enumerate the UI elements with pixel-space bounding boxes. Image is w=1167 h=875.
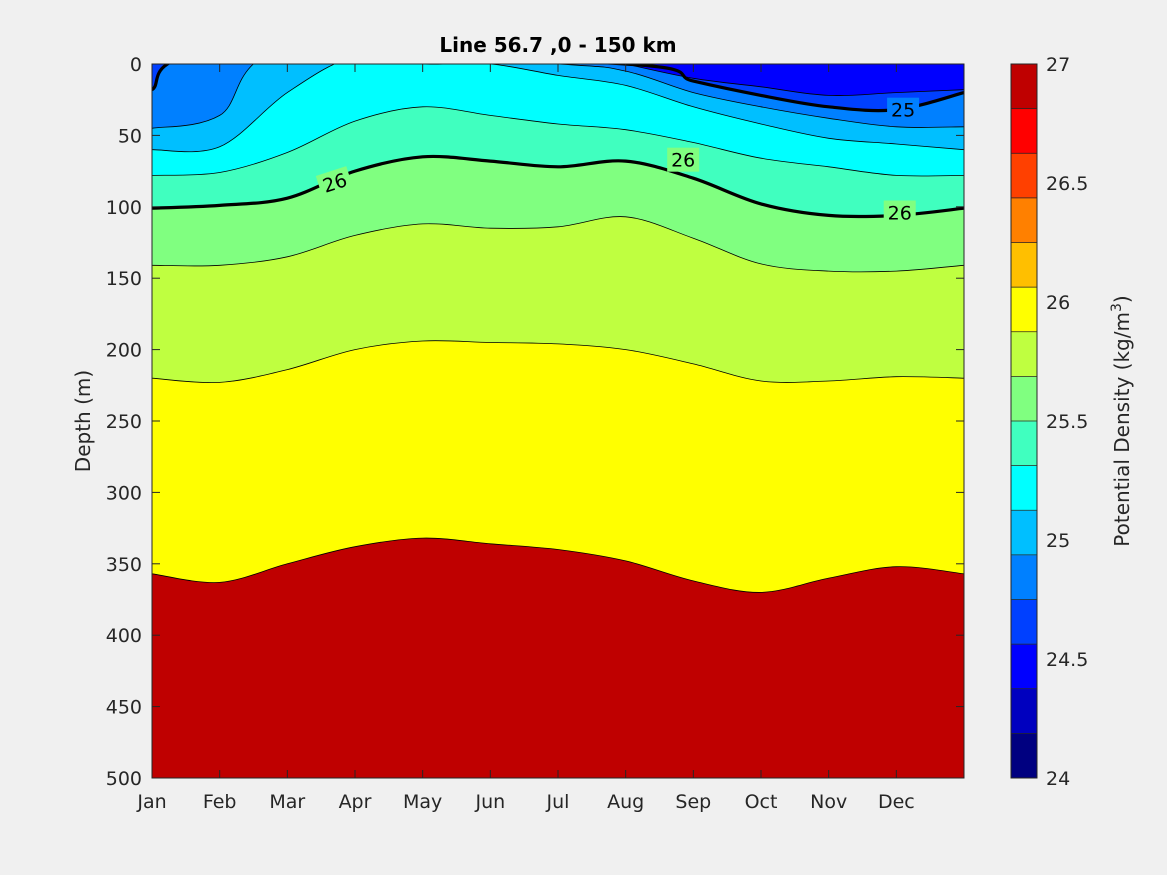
x-tick-label: Feb (203, 791, 237, 813)
y-tick-label: 250 (106, 411, 142, 433)
colorbar-swatch (1011, 376, 1037, 422)
colorbar-swatch (1011, 733, 1037, 779)
x-tick-label: Jul (546, 791, 570, 813)
colorbar-swatch (1011, 510, 1037, 556)
contour-label-background (887, 97, 920, 122)
isoline (152, 537, 964, 593)
colorbar-swatch (1011, 599, 1037, 645)
colorbar-tick-label: 25 (1046, 530, 1070, 552)
chart-title: Line 56.7 ,0 - 150 km (439, 33, 676, 57)
colorbar-label: Potential Density (kg/m3) (1109, 295, 1134, 546)
contour-label-background (667, 147, 700, 172)
colorbar-swatch (1011, 465, 1037, 511)
contour-label-background (315, 166, 354, 199)
x-tick-label: May (403, 791, 442, 813)
x-tick-label: Aug (607, 791, 644, 813)
colorbar-tick-label: 25.5 (1046, 411, 1088, 433)
colorbar-tick-label: 24 (1046, 768, 1070, 790)
colorbar-tick-label: 24.5 (1046, 649, 1088, 671)
colorbar-swatch (1011, 421, 1037, 467)
x-tick-label: Jun (474, 791, 505, 813)
colorbar-frame (1010, 63, 1038, 779)
colorbar-swatch (1011, 688, 1037, 734)
x-axis: Jan Feb Mar Apr May Jun Jul Aug Sep Oct Nov Dec (136, 64, 915, 813)
colorbar-swatch (1011, 64, 1037, 110)
colorbar-swatch (1011, 153, 1037, 199)
y-tick-label: 300 (106, 482, 142, 504)
colorbar-swatch (1011, 287, 1037, 333)
y-tick-label: 450 (106, 697, 142, 719)
y-axis-title: Depth (m) (71, 370, 95, 472)
colorbar-swatch (1011, 197, 1037, 243)
colorbar-swatch (1011, 108, 1037, 154)
colorbar-tick-label: 26.5 (1046, 173, 1088, 195)
y-tick-label: 350 (106, 554, 142, 576)
x-tick-label: Apr (339, 791, 372, 813)
isoline (152, 106, 964, 177)
y-tick-label: 0 (130, 54, 142, 76)
y-tick-label: 50 (118, 125, 142, 147)
isoline (152, 216, 964, 273)
colorbar-tick-label: 27 (1046, 54, 1070, 76)
colorbar-label-close: ) (1110, 295, 1134, 303)
y-tick-label: 400 (106, 625, 142, 647)
colorbar-swatch (1011, 644, 1037, 690)
y-tick-label: 100 (106, 197, 142, 219)
isoline (152, 340, 964, 384)
colorbar-label-text: Potential Density (kg/m (1110, 312, 1134, 547)
x-tick-label: Sep (675, 791, 711, 813)
y-tick-label: 150 (106, 268, 142, 290)
x-tick-label: Nov (810, 791, 847, 813)
contour-label: 26 (888, 203, 912, 225)
y-tick-label: 500 (106, 768, 142, 790)
colorbar-swatch (1011, 554, 1037, 600)
y-tick-label: 200 (106, 340, 142, 362)
x-tick-label: Mar (269, 791, 305, 813)
contour-label: 26 (671, 150, 695, 172)
colorbar-swatch (1011, 242, 1037, 288)
y-axis: 0 50 100 150 200 250 300 350 400 450 500 (106, 54, 964, 790)
x-tick-label: Dec (878, 791, 915, 813)
x-tick-label: Oct (745, 791, 778, 813)
density-band (625, 64, 964, 96)
x-tick-label: Jan (136, 791, 166, 813)
colorbar-tick-label: 26 (1046, 292, 1070, 314)
contour-label: 25 (891, 100, 915, 122)
isoline (152, 154, 964, 219)
colorbar: 24 24.5 25 25.5 26 26.5 27 (1010, 54, 1088, 790)
colorbar-label-superscript: 3 (1109, 303, 1125, 312)
isoline (152, 64, 964, 113)
contour-label-background (883, 200, 916, 225)
isoline (152, 64, 964, 153)
colorbar-swatch (1011, 331, 1037, 377)
